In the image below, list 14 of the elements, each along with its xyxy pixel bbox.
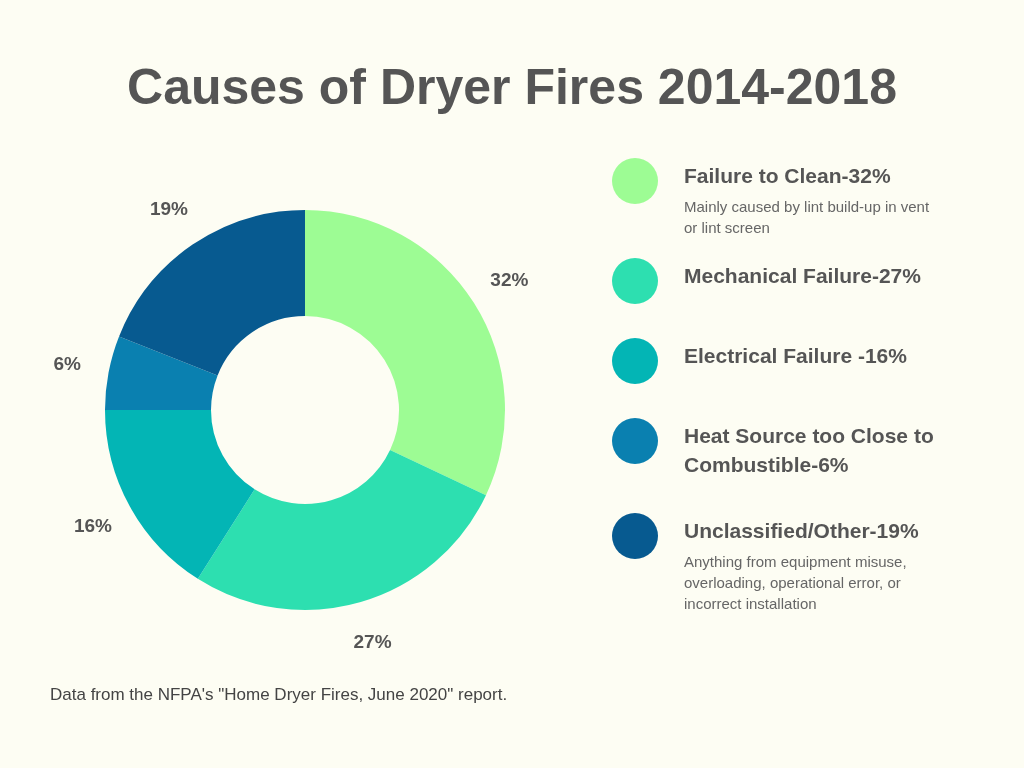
data-label: 6% <box>53 352 82 374</box>
chart-title: Causes of Dryer Fires 2014-2018 <box>126 58 898 116</box>
legend-label: Mechanical Failure-27% <box>684 263 922 289</box>
text: Data from the NFPA's "Home Dryer Fires, June 2020" report. <box>50 685 508 705</box>
data-label: 19% <box>149 198 189 220</box>
text: Anything from equipment misuse, overloading, operational error, or incorrect installation <box>684 553 907 612</box>
data-label: 27% <box>353 630 392 652</box>
legend-label: Failure to Clean-32% <box>684 163 892 189</box>
data-label: 16% <box>73 514 113 536</box>
text: Mainly caused by lint build-up in vent or lint screen <box>684 198 930 236</box>
legend-label: Heat Source too Close to Combustible-6% <box>684 423 935 478</box>
data-label: 32% <box>490 268 529 290</box>
legend-label: Electrical Failure -16% <box>684 343 908 369</box>
legend-label: Unclassified/Other-19% <box>684 518 920 544</box>
